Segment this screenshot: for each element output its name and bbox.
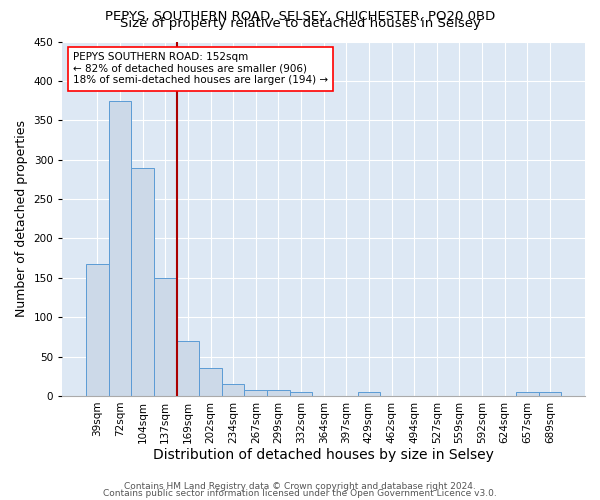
Text: Contains public sector information licensed under the Open Government Licence v3: Contains public sector information licen… [103, 488, 497, 498]
Bar [516, 392, 539, 396]
Bar [290, 392, 313, 396]
Bar [154, 278, 176, 396]
Bar [267, 390, 290, 396]
Text: Contains HM Land Registry data © Crown copyright and database right 2024.: Contains HM Land Registry data © Crown c… [124, 482, 476, 491]
Bar [222, 384, 244, 396]
Bar [199, 368, 222, 396]
Bar [109, 100, 131, 396]
Bar [86, 264, 109, 396]
Text: PEPYS, SOUTHERN ROAD, SELSEY, CHICHESTER, PO20 0BD: PEPYS, SOUTHERN ROAD, SELSEY, CHICHESTER… [105, 10, 495, 23]
Text: Size of property relative to detached houses in Selsey: Size of property relative to detached ho… [119, 18, 481, 30]
Bar [539, 392, 561, 396]
Text: PEPYS SOUTHERN ROAD: 152sqm
← 82% of detached houses are smaller (906)
18% of se: PEPYS SOUTHERN ROAD: 152sqm ← 82% of det… [73, 52, 328, 86]
Bar [131, 168, 154, 396]
Bar [176, 341, 199, 396]
Bar [244, 390, 267, 396]
Y-axis label: Number of detached properties: Number of detached properties [15, 120, 28, 317]
X-axis label: Distribution of detached houses by size in Selsey: Distribution of detached houses by size … [153, 448, 494, 462]
Bar [358, 392, 380, 396]
